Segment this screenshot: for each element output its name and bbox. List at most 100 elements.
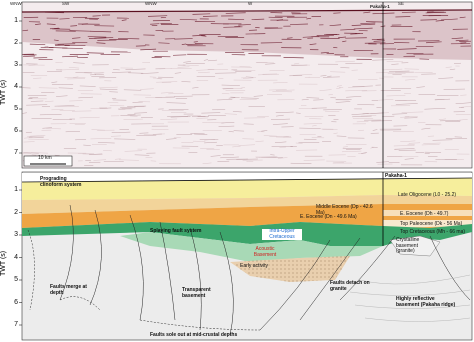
annotation: Faults merge at depth bbox=[50, 284, 87, 296]
seismic-reflector bbox=[96, 42, 106, 44]
seismic-reflector bbox=[350, 33, 364, 35]
early-eocene-layer bbox=[22, 204, 472, 228]
seismic-reflector bbox=[382, 115, 395, 117]
annotation: Splaying fault system bbox=[150, 228, 202, 234]
annotation: Top Paleocene (Dk - 56 Ma) bbox=[400, 221, 463, 227]
seismic-reflector bbox=[97, 142, 115, 144]
seismic-reflector bbox=[445, 66, 452, 68]
y-tick-label: 2 bbox=[14, 39, 18, 46]
seismic-reflector bbox=[181, 43, 187, 46]
seismic-reflector bbox=[90, 138, 112, 140]
seismic-reflector bbox=[207, 59, 218, 62]
y-tick-label: 3 bbox=[14, 231, 18, 238]
annotation: Highly reflective basement (Pakaha ridge… bbox=[396, 296, 456, 308]
seismic-reflector bbox=[232, 111, 242, 113]
seismic-reflector bbox=[120, 114, 141, 116]
seismic-reflector bbox=[42, 127, 52, 129]
seismic-reflector bbox=[293, 62, 300, 65]
seismic-reflector bbox=[274, 141, 287, 143]
annotation: Faults sole out at mid-crustal depths bbox=[150, 332, 238, 338]
seismic-reflector bbox=[401, 111, 424, 113]
seismic-reflector bbox=[272, 123, 288, 125]
seismic-reflector bbox=[392, 113, 408, 115]
seismic-reflector bbox=[372, 12, 395, 15]
seismic-reflector bbox=[400, 140, 416, 142]
seismic-reflector bbox=[342, 146, 348, 148]
seismic-reflector bbox=[94, 72, 104, 74]
seismic-reflector bbox=[323, 109, 342, 111]
annotation: Pakaha-1 bbox=[385, 173, 407, 179]
seismic-reflector bbox=[435, 19, 445, 22]
seismic-reflector bbox=[202, 15, 218, 17]
annotation: Early activity bbox=[240, 263, 269, 269]
seismic-reflector bbox=[44, 46, 54, 48]
seismic-reflector bbox=[210, 155, 221, 157]
paleocene-band bbox=[383, 220, 472, 228]
seismic-reflector bbox=[400, 116, 410, 118]
seismic-reflector bbox=[238, 24, 251, 26]
seismic-reflector bbox=[232, 145, 241, 148]
annotation: Acoustic Basement bbox=[253, 246, 277, 258]
seismic-reflector bbox=[304, 76, 310, 79]
late-oligocene-layer bbox=[22, 178, 472, 200]
seismic-reflector bbox=[287, 37, 293, 39]
seismic-reflector bbox=[70, 25, 78, 27]
seismic-reflector bbox=[290, 23, 308, 25]
seismic-reflector bbox=[174, 72, 182, 74]
y-tick-label: 1 bbox=[14, 17, 18, 24]
seismic-reflector bbox=[72, 37, 81, 39]
seismic-reflector bbox=[166, 138, 177, 140]
seismic-reflector bbox=[99, 88, 118, 90]
direction-label: WNW bbox=[10, 1, 22, 6]
y-tick-label: 4 bbox=[14, 83, 18, 90]
seismic-reflector bbox=[360, 115, 377, 117]
seismic-reflector bbox=[352, 85, 373, 87]
seismic-reflector bbox=[387, 73, 406, 75]
seismic-reflector bbox=[28, 64, 36, 66]
seismic-reflector bbox=[198, 71, 210, 73]
seismic-reflector bbox=[404, 117, 418, 119]
direction-label: SE bbox=[398, 1, 405, 6]
seismic-reflector bbox=[320, 75, 327, 77]
fault-lines bbox=[27, 204, 471, 336]
seismic-reflector bbox=[360, 23, 376, 26]
seismic-reflector bbox=[416, 86, 425, 88]
seismic-reflector bbox=[457, 119, 468, 121]
seismic-reflector bbox=[439, 119, 461, 122]
seismic-reflector bbox=[65, 131, 81, 133]
seismic-reflector bbox=[261, 130, 268, 132]
seismic-reflector bbox=[423, 142, 441, 144]
seismic-reflector bbox=[31, 152, 48, 154]
seismic-reflector bbox=[455, 39, 469, 42]
seismic-reflector bbox=[93, 159, 107, 161]
direction-label: WNW bbox=[145, 1, 157, 6]
seismic-reflector bbox=[380, 129, 402, 131]
seismic-reflector bbox=[78, 96, 94, 99]
seismic-reflector bbox=[192, 13, 211, 15]
seismic-reflector bbox=[302, 36, 320, 38]
seismic-reflector bbox=[303, 123, 323, 125]
basement-reflectors bbox=[349, 274, 471, 322]
seismic-reflector bbox=[276, 114, 284, 117]
seismic-reflector bbox=[273, 82, 288, 84]
seismic-reflector bbox=[382, 68, 403, 71]
seismic-reflector bbox=[370, 147, 375, 149]
y-tick-label: 1 bbox=[14, 186, 18, 193]
annotation: Faults detach on granite bbox=[330, 280, 370, 292]
seismic-reflector bbox=[238, 144, 255, 146]
seismic-reflector bbox=[320, 51, 329, 54]
seismic-reflector bbox=[60, 69, 80, 71]
seismic-reflector bbox=[22, 29, 29, 32]
seismic-reflector bbox=[59, 18, 70, 20]
seismic-reflector bbox=[79, 116, 100, 119]
seismic-reflector bbox=[306, 17, 312, 20]
seismic-reflector bbox=[94, 37, 114, 39]
seismic-reflector bbox=[91, 75, 105, 77]
seismic-reflector bbox=[56, 95, 68, 97]
seismic-reflector bbox=[394, 148, 415, 150]
interpretation-panel bbox=[21, 171, 473, 341]
annotation: Top Cretaceous (Mh - 66 ma) bbox=[400, 229, 466, 235]
seismic-reflector bbox=[424, 108, 446, 110]
seismic-reflector bbox=[54, 105, 75, 107]
seismic-reflector bbox=[90, 30, 112, 33]
